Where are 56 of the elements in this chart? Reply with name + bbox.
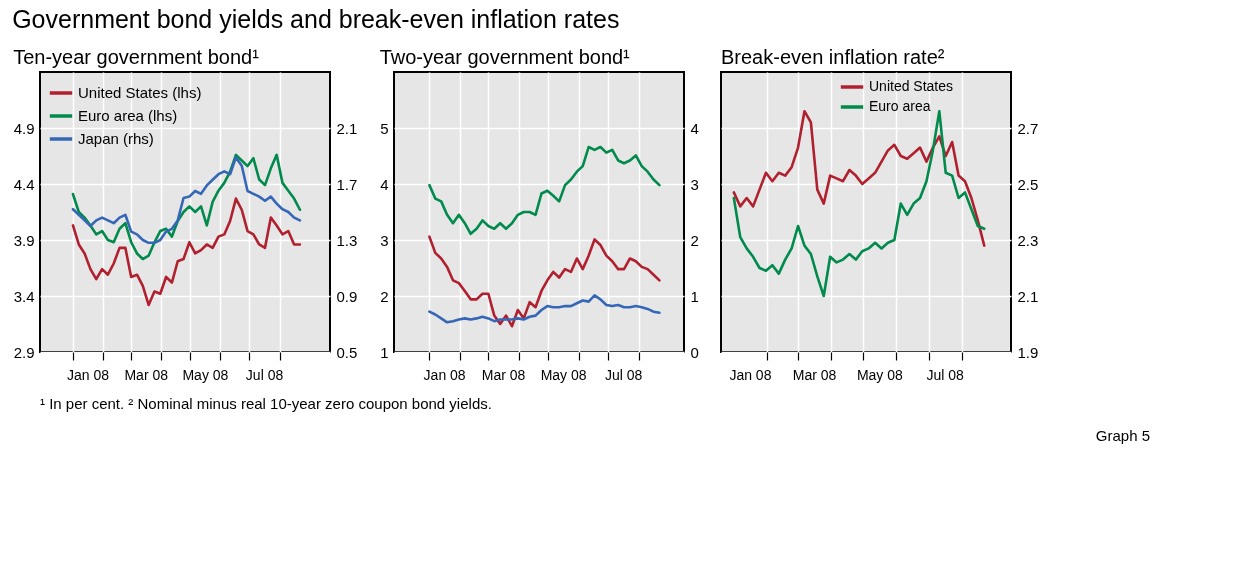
y2-tick-label: 1.7 [336, 175, 358, 193]
y2-tick-label: 2.7 [1017, 119, 1039, 137]
x-tick-label: Jul 08 [926, 366, 965, 383]
line-series [428, 294, 661, 324]
y-tick-label: 1 [380, 343, 389, 361]
y2-tick-label: 4 [690, 119, 699, 137]
x-tick-label: Mar 08 [481, 366, 526, 383]
chart-subtitle: Break-even inflation rate² [721, 46, 945, 68]
line-series [71, 197, 302, 307]
y2-tick-label: 2.1 [1017, 287, 1039, 305]
y-tick-label: 3.4 [13, 287, 35, 305]
x-tick-label: May 08 [856, 366, 904, 383]
x-tick-label: Jul 08 [604, 366, 643, 383]
chart-subtitle: Two-year government bond¹ [379, 46, 631, 68]
y2-tick-label: 3 [690, 175, 699, 193]
chart-title: Government bond yields and break-even inflation rates [12, 5, 620, 33]
y2-tick-label: 1.3 [336, 231, 358, 249]
line-series [732, 109, 986, 298]
x-tick-label: May 08 [182, 366, 229, 383]
y2-tick-label: 0.5 [336, 343, 358, 361]
y-tick-label: 3.9 [13, 231, 35, 249]
line-series [732, 109, 986, 247]
x-tick-label: Mar 08 [124, 366, 169, 383]
y2-tick-label: 2.1 [336, 119, 358, 137]
x-tick-label: Jan 08 [67, 366, 110, 383]
chart-subtitle: Ten-year government bond¹ [13, 46, 260, 68]
y2-tick-label: 1.9 [1017, 343, 1039, 361]
x-tick-label: Jul 08 [245, 366, 284, 383]
y2-tick-label: 2.5 [1017, 175, 1039, 193]
y-tick-label: 4.9 [13, 119, 35, 137]
line-series [428, 145, 661, 236]
legend-label: Euro area (lhs) [78, 107, 178, 124]
y-tick-label: 4 [380, 175, 389, 193]
y-tick-label: 2.9 [13, 343, 35, 361]
y-tick-label: 3 [380, 231, 389, 249]
y-tick-label: 5 [380, 119, 389, 137]
x-tick-label: Mar 08 [792, 366, 837, 383]
text: ¹ In per cent. ² Nominal minus real 10-year zero coupon bond yields. [40, 395, 492, 412]
line-series [428, 235, 661, 328]
y2-tick-label: 2 [690, 231, 699, 249]
legend-label: United States [869, 78, 954, 94]
caption: Graph 5 [1095, 427, 1150, 444]
y2-tick-label: 2.3 [1017, 231, 1039, 249]
y2-tick-label: 1 [690, 287, 699, 305]
legend-label: Japan (rhs) [78, 130, 154, 147]
legend-label: Euro area [869, 98, 931, 114]
x-tick-label: Jan 08 [423, 366, 466, 383]
line-series [71, 156, 302, 245]
line-series [71, 153, 302, 261]
x-tick-label: May 08 [540, 366, 587, 383]
y2-tick-label: 0 [690, 343, 699, 361]
x-tick-label: Jan 08 [729, 366, 772, 383]
y-tick-label: 2 [380, 287, 389, 305]
y-tick-label: 4.4 [13, 175, 35, 193]
legend-label: United States (lhs) [78, 84, 202, 101]
y2-tick-label: 0.9 [336, 287, 358, 305]
